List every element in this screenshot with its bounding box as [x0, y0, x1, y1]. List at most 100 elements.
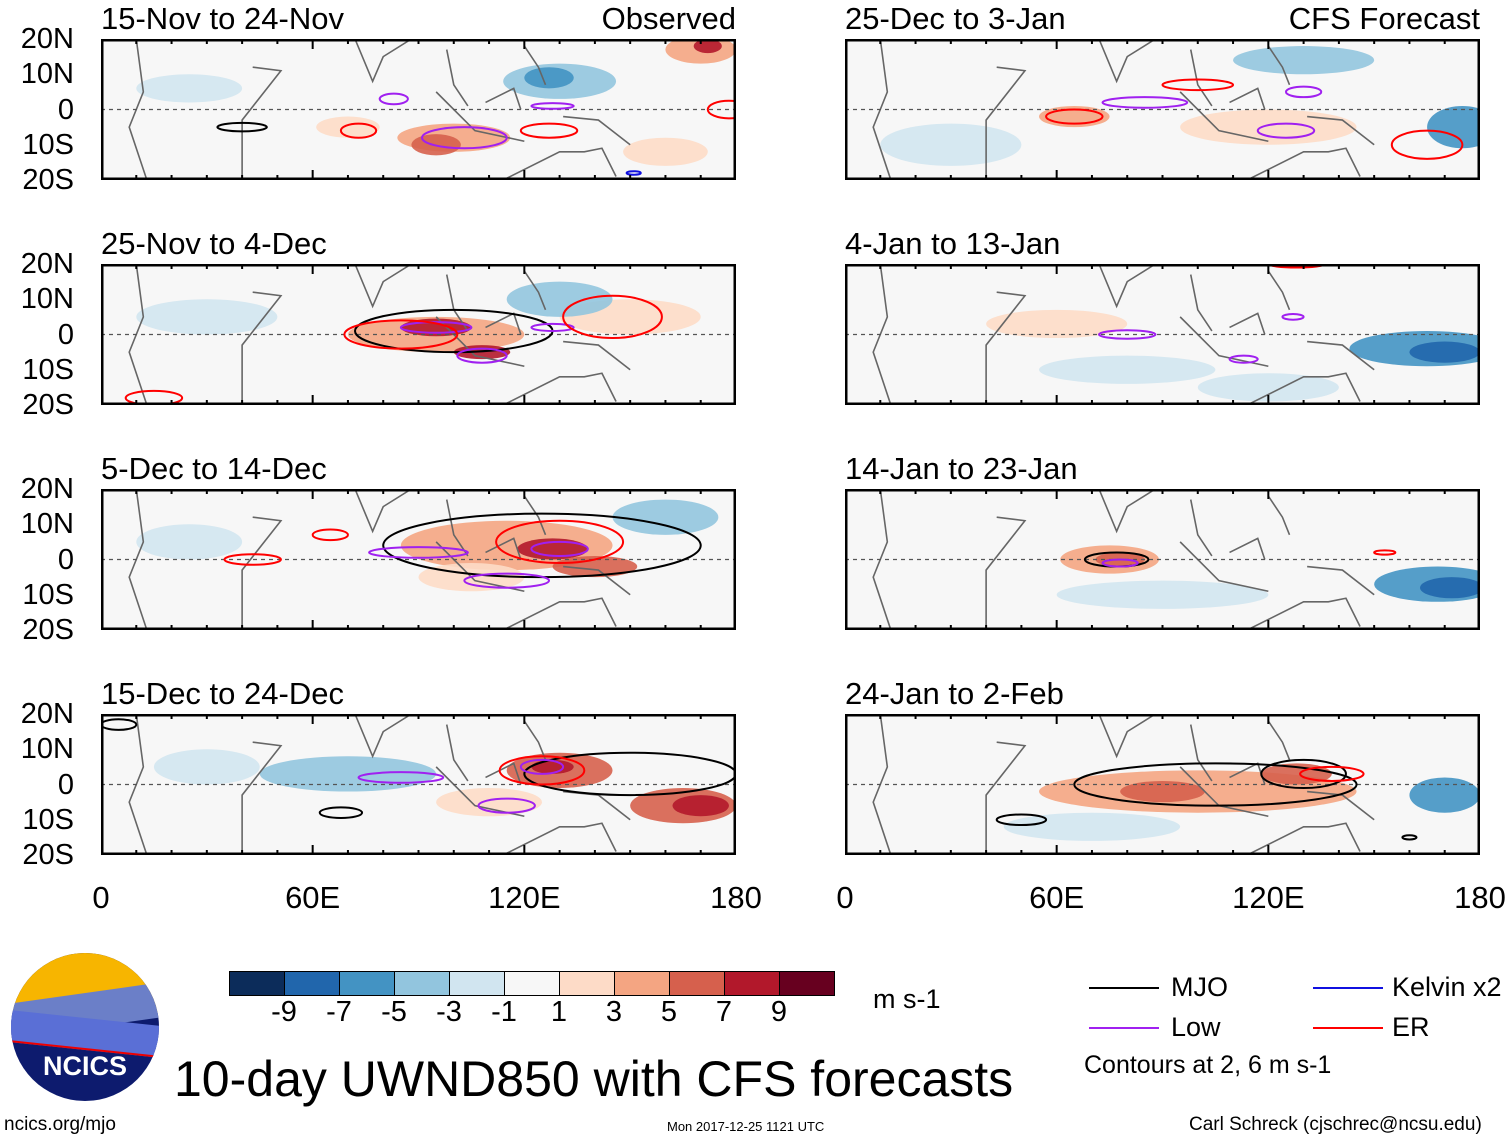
- contour-low: [368, 546, 469, 559]
- wind-anomaly-patch: [1233, 46, 1375, 75]
- contour-er: [311, 528, 349, 542]
- lon-label: 120E: [488, 880, 561, 915]
- colorbar-label: 9: [770, 996, 788, 1028]
- panel-title: 25-Dec to 3-Jan: [845, 1, 1066, 36]
- contour-er: [223, 553, 282, 566]
- map-panel: [845, 39, 1480, 180]
- wind-anomaly-patch: [1056, 580, 1269, 609]
- wind-anomaly-patch: [1427, 105, 1480, 149]
- colorbar-swatch: [615, 972, 670, 995]
- map-panel: [101, 714, 736, 855]
- wind-anomaly-patch: [136, 524, 243, 560]
- lon-label: 0: [836, 880, 854, 915]
- lat-label: 10N: [20, 58, 74, 91]
- colorbar-swatch: [560, 972, 615, 995]
- legend-note: Contours at 2, 6 m s-1: [1084, 1051, 1332, 1079]
- contour-low: [530, 102, 575, 110]
- contour-low: [399, 321, 473, 334]
- panel-title: 15-Nov to 24-Nov: [101, 1, 344, 36]
- lat-label: 10N: [20, 733, 74, 766]
- contour-low: [1284, 85, 1323, 99]
- lat-label: 20S: [22, 839, 74, 871]
- lon-label: 0: [92, 880, 110, 915]
- wind-anomaly-patch: [1180, 109, 1357, 145]
- contour-er: [1267, 264, 1326, 269]
- contour-low: [519, 758, 565, 775]
- legend-er-label: ER: [1392, 1012, 1430, 1042]
- contour-low: [1256, 122, 1316, 139]
- lat-label: 0: [57, 768, 74, 801]
- panel-title: 4-Jan to 13-Jan: [845, 226, 1061, 261]
- contour-kelvin: [625, 170, 642, 176]
- contour-mjo: [523, 751, 736, 797]
- contour-er: [498, 755, 586, 786]
- wind-anomaly-patch: [1197, 373, 1339, 402]
- wind-anomaly-patch: [259, 756, 437, 792]
- contour-low: [1101, 558, 1139, 568]
- contour-low: [1101, 96, 1189, 109]
- colorbar-label: 5: [660, 996, 678, 1028]
- contour-er: [1299, 765, 1365, 782]
- colorbar-label: -1: [491, 996, 517, 1028]
- contour-er: [1390, 129, 1464, 160]
- footer-author: Carl Schreck (cjschrec@ncsu.edu): [1189, 1114, 1482, 1135]
- ncics-logo: NCICS: [11, 953, 159, 1101]
- panel-tag: CFS Forecast: [1288, 1, 1480, 36]
- map-panel: [101, 39, 736, 180]
- contour-low: [357, 771, 445, 784]
- panel-title: 5-Dec to 14-Dec: [101, 451, 327, 486]
- wind-anomaly-patch: [136, 299, 278, 335]
- colorbar-label: -3: [436, 996, 462, 1028]
- colorbar-label: 1: [550, 996, 568, 1028]
- wind-anomaly-patch: [524, 67, 574, 89]
- wind-anomaly-patch: [1409, 777, 1480, 813]
- colorbar-swatch: [450, 972, 505, 995]
- colorbar-swatch: [725, 972, 780, 995]
- panel-title: 24-Jan to 2-Feb: [845, 676, 1064, 711]
- contour-low: [1228, 354, 1259, 364]
- contour-low: [378, 92, 409, 106]
- map-panel: [101, 264, 736, 405]
- lat-label: 10S: [22, 128, 74, 161]
- figure-title: 10-day UWND850 with CFS forecasts: [174, 1051, 1014, 1107]
- contour-mjo: [995, 813, 1048, 827]
- logo-text: NCICS: [42, 1051, 127, 1081]
- colorbar-swatch: [230, 972, 285, 995]
- lat-label: 20N: [20, 23, 74, 55]
- wind-anomaly-patch: [1120, 780, 1205, 803]
- contour-mjo: [1260, 758, 1347, 790]
- contour-er: [495, 519, 625, 565]
- lat-label: 20S: [22, 164, 74, 196]
- colorbar-label: -5: [381, 996, 407, 1028]
- legend-low-line: [1089, 1027, 1159, 1029]
- wind-anomaly-patch: [506, 281, 613, 317]
- contour-low: [530, 322, 575, 332]
- contour-low: [1281, 313, 1305, 321]
- contour-mjo: [101, 718, 138, 731]
- lon-label: 180: [710, 880, 762, 915]
- contour-mjo: [216, 121, 268, 133]
- lat-label: 10S: [22, 353, 74, 386]
- contour-er: [1373, 549, 1397, 556]
- panel-title: 25-Nov to 4-Dec: [101, 226, 327, 261]
- wind-anomaly-patch: [136, 74, 243, 103]
- map-panel: [845, 264, 1480, 405]
- footer-timestamp: Mon 2017-12-25 1121 UTC: [667, 1119, 825, 1134]
- contour-er: [343, 319, 459, 350]
- legend-mjo-line: [1089, 987, 1159, 989]
- lon-label: 60E: [285, 880, 341, 915]
- lat-label: 10S: [22, 578, 74, 611]
- legend-kelvin-line: [1313, 987, 1383, 989]
- panel-title: 15-Dec to 24-Dec: [101, 676, 344, 711]
- contour-low: [477, 797, 536, 814]
- wind-anomaly-patch: [153, 749, 260, 785]
- contour-low: [463, 572, 551, 589]
- contour-low: [1098, 329, 1157, 340]
- colorbar-swatch: [395, 972, 450, 995]
- lon-label: 180: [1454, 880, 1506, 915]
- contour-low: [530, 540, 589, 557]
- wind-anomaly-patch: [517, 538, 588, 560]
- panel-tag: Observed: [601, 1, 736, 36]
- lat-label: 10S: [22, 803, 74, 836]
- wind-anomaly-patch: [623, 137, 708, 166]
